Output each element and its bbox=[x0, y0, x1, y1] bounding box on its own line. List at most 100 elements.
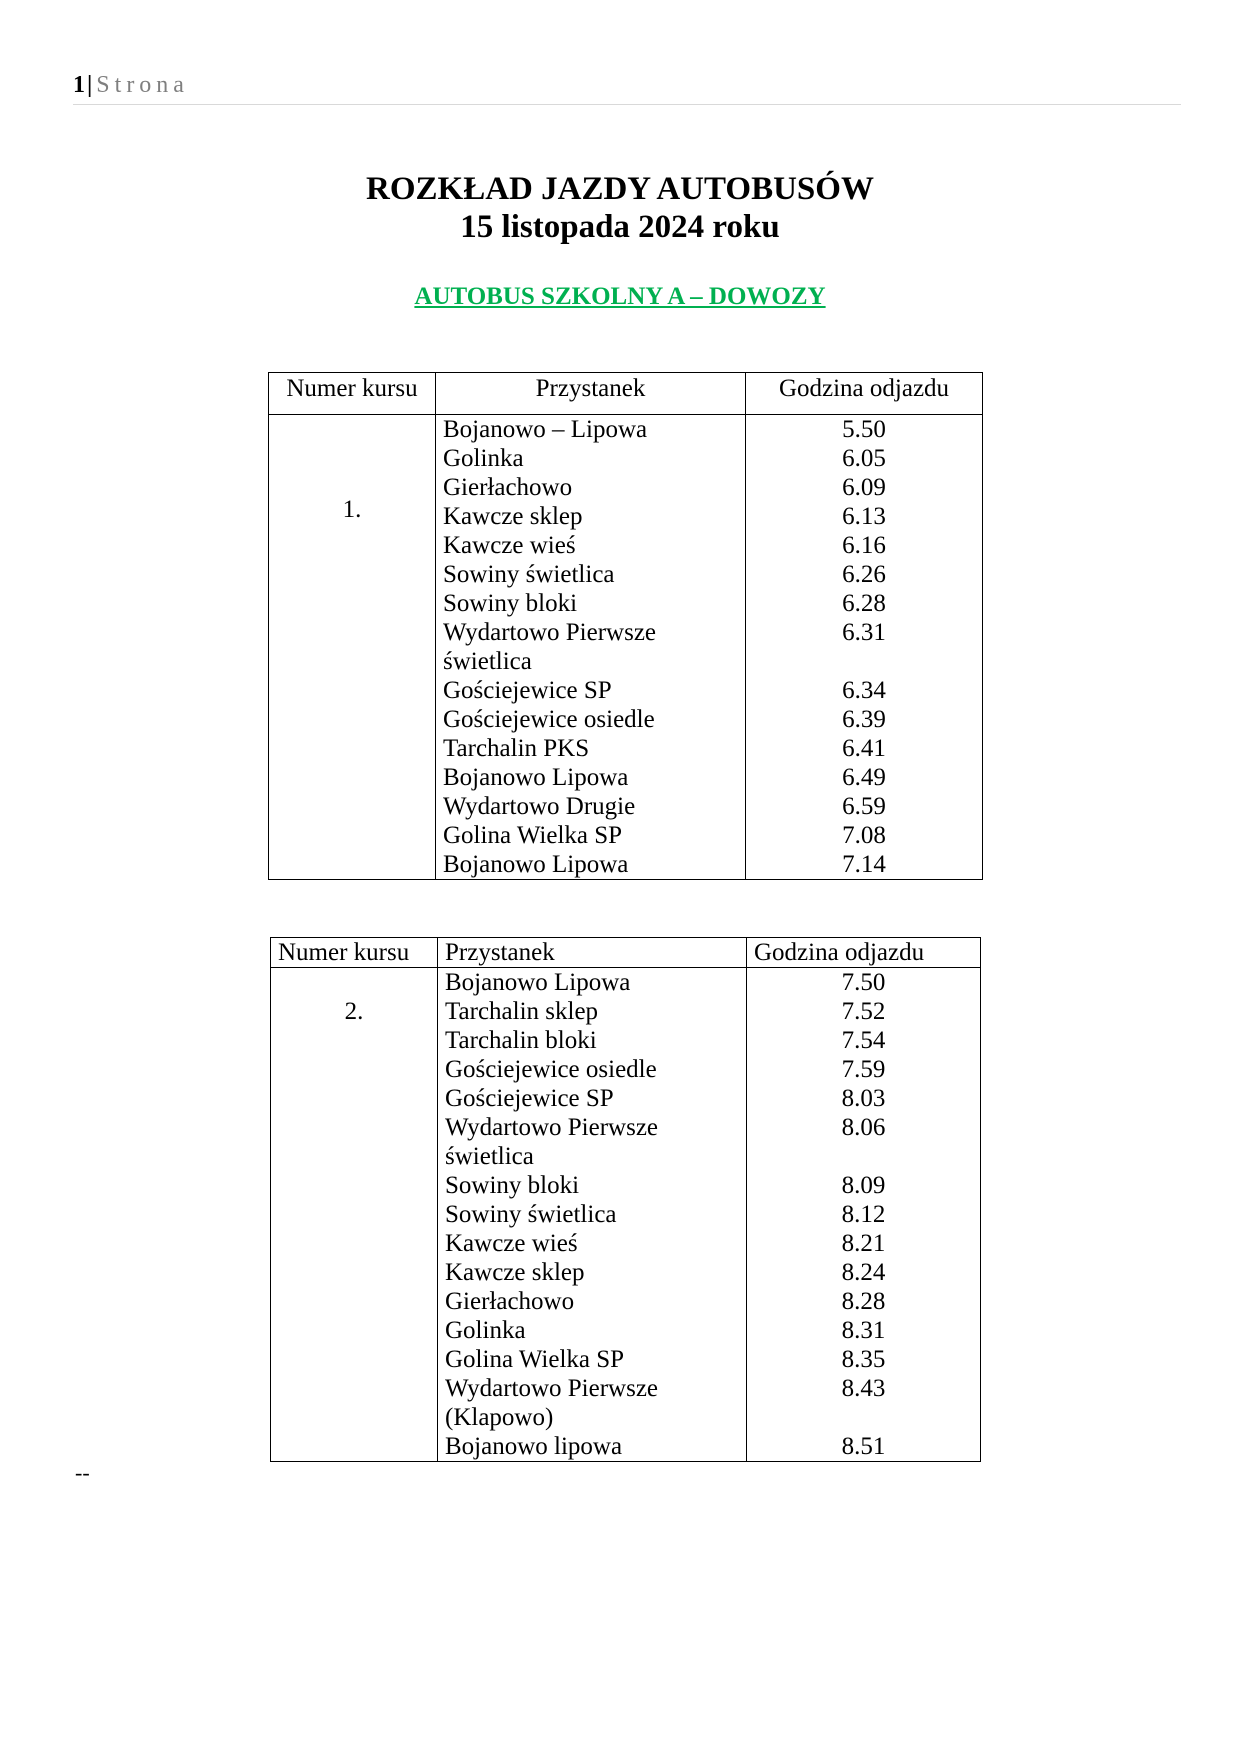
schedule-table-1: Numer kursu Przystanek Godzina odjazdu 1… bbox=[268, 372, 983, 880]
stop-name: Kawcze sklep bbox=[438, 1258, 747, 1287]
table-body: 1. Bojanowo – Lipowa 5.50 Golinka 6.05 Gierł… bbox=[269, 415, 982, 879]
departure-time: 7.59 bbox=[841, 1056, 886, 1083]
header-course: Numer kursu bbox=[271, 938, 438, 967]
table-row: Golina Wielka SP 8.35 bbox=[438, 1345, 980, 1374]
stop-name: Bojanowo Lipowa bbox=[438, 968, 747, 997]
departure-time: 8.06 bbox=[841, 1114, 886, 1141]
departure-time: 8.35 bbox=[841, 1346, 886, 1373]
stop-name: Gierłachowo bbox=[436, 473, 746, 502]
footer-mark: -- bbox=[75, 1460, 90, 1485]
stop-name: Sowiny bloki bbox=[436, 589, 746, 618]
header-rule bbox=[73, 104, 1181, 105]
stop-name: Tarchalin sklep bbox=[438, 997, 747, 1026]
stop-name: Wydartowo Pierwsze świetlica bbox=[438, 1113, 747, 1171]
stop-name: Wydartowo Pierwsze świetlica bbox=[436, 618, 746, 676]
departure-time: 6.13 bbox=[842, 503, 886, 530]
departure-time: 6.34 bbox=[842, 677, 886, 704]
departure-time: 6.59 bbox=[842, 793, 886, 820]
table-row: Wydartowo Pierwsze świetlica 6.31 bbox=[436, 618, 982, 676]
departure-time: 6.09 bbox=[842, 474, 886, 501]
table-row: Golinka 6.05 bbox=[436, 444, 982, 473]
departure-time: 8.03 bbox=[841, 1085, 886, 1112]
departure-time: 8.24 bbox=[841, 1259, 886, 1286]
stop-name: Sowiny bloki bbox=[438, 1171, 747, 1200]
departure-time: 7.14 bbox=[842, 851, 886, 878]
table-row: Gierłachowo 8.28 bbox=[438, 1287, 980, 1316]
table-row: Bojanowo Lipowa 7.50 bbox=[438, 968, 980, 997]
section-subtitle: AUTOBUS SZKOLNY A – DOWOZY bbox=[0, 283, 1240, 311]
stop-name: Sowiny świetlica bbox=[436, 560, 746, 589]
stop-name: Kawcze wieś bbox=[436, 531, 746, 560]
stop-name: Tarchalin bloki bbox=[438, 1026, 747, 1055]
departure-time: 7.54 bbox=[841, 1027, 886, 1054]
departure-time: 6.41 bbox=[842, 735, 886, 762]
table-row: Kawcze wieś 6.16 bbox=[436, 531, 982, 560]
schedule-table-2: Numer kursu Przystanek Godzina odjazdu 2… bbox=[270, 937, 981, 1462]
stop-name: Golinka bbox=[436, 444, 746, 473]
table-row: Sowiny świetlica 6.26 bbox=[436, 560, 982, 589]
departure-time: 5.50 bbox=[842, 416, 886, 443]
departure-time: 8.43 bbox=[841, 1375, 886, 1402]
stop-name: Gościejewice SP bbox=[438, 1084, 747, 1113]
departure-time: 8.31 bbox=[841, 1317, 886, 1344]
table-row: Bojanowo – Lipowa 5.50 bbox=[436, 415, 982, 444]
departure-time: 6.28 bbox=[842, 590, 886, 617]
table-row: Kawcze wieś 8.21 bbox=[438, 1229, 980, 1258]
departure-time: 6.26 bbox=[842, 561, 886, 588]
rows: Bojanowo Lipowa 7.50 Tarchalin sklep 7.52 Ta… bbox=[438, 968, 980, 1461]
stop-name: Bojanowo Lipowa bbox=[436, 850, 746, 879]
stop-name: Golina Wielka SP bbox=[438, 1345, 747, 1374]
table-row: Gościejewice SP 6.34 bbox=[436, 676, 982, 705]
table-row: Wydartowo Pierwsze świetlica 8.06 bbox=[438, 1113, 980, 1171]
departure-time: 7.50 bbox=[841, 969, 886, 996]
table-row: Bojanowo lipowa 8.51 bbox=[438, 1432, 980, 1461]
table-body: 2. Bojanowo Lipowa 7.50 Tarchalin sklep 7.5… bbox=[271, 968, 980, 1461]
departure-time: 8.09 bbox=[841, 1172, 886, 1199]
stop-name: Sowiny świetlica bbox=[438, 1200, 747, 1229]
stop-name: Golina Wielka SP bbox=[436, 821, 746, 850]
rows: Bojanowo – Lipowa 5.50 Golinka 6.05 Gierłach… bbox=[436, 415, 982, 879]
course-number: 1. bbox=[269, 415, 436, 879]
table-row: Kawcze sklep 6.13 bbox=[436, 502, 982, 531]
stop-name: Kawcze wieś bbox=[438, 1229, 747, 1258]
section-subtitle-text: AUTOBUS SZKOLNY A – DOWOZY bbox=[414, 283, 826, 310]
departure-time: 7.52 bbox=[841, 998, 886, 1025]
table-row: Bojanowo Lipowa 7.14 bbox=[436, 850, 982, 879]
document-date: 15 listopada 2024 roku bbox=[460, 209, 780, 245]
table-header: Numer kursu Przystanek Godzina odjazdu bbox=[271, 938, 980, 968]
departure-time: 6.16 bbox=[842, 532, 886, 559]
table-row: Tarchalin bloki 7.54 bbox=[438, 1026, 980, 1055]
stop-name: Wydartowo Drugie bbox=[436, 792, 746, 821]
table-row: Gierłachowo 6.09 bbox=[436, 473, 982, 502]
stop-name: Bojanowo – Lipowa bbox=[436, 415, 746, 444]
document-title: ROZKŁAD JAZDY AUTOBUSÓW bbox=[366, 171, 874, 207]
table-row: Gościejewice osiedle 7.59 bbox=[438, 1055, 980, 1084]
table-row: Gościejewice SP 8.03 bbox=[438, 1084, 980, 1113]
header-stop: Przystanek bbox=[436, 373, 746, 414]
table-row: Sowiny bloki 8.09 bbox=[438, 1171, 980, 1200]
stop-name: Bojanowo lipowa bbox=[438, 1432, 747, 1461]
header-stop: Przystanek bbox=[438, 938, 747, 967]
stop-name: Wydartowo Pierwsze (Klapowo) bbox=[438, 1374, 747, 1432]
stop-name: Gościejewice osiedle bbox=[438, 1055, 747, 1084]
table-row: Bojanowo Lipowa 6.49 bbox=[436, 763, 982, 792]
departure-time: 6.39 bbox=[842, 706, 886, 733]
departure-time: 6.31 bbox=[842, 619, 886, 646]
header-course: Numer kursu bbox=[269, 373, 436, 414]
table-row: Kawcze sklep 8.24 bbox=[438, 1258, 980, 1287]
table-row: Sowiny świetlica 8.12 bbox=[438, 1200, 980, 1229]
stop-name: Bojanowo Lipowa bbox=[436, 763, 746, 792]
table-row: Wydartowo Pierwsze (Klapowo) 8.43 bbox=[438, 1374, 980, 1432]
departure-time: 7.08 bbox=[842, 822, 886, 849]
table-row: Sowiny bloki 6.28 bbox=[436, 589, 982, 618]
table-header: Numer kursu Przystanek Godzina odjazdu bbox=[269, 373, 982, 415]
stop-name: Tarchalin PKS bbox=[436, 734, 746, 763]
header-separator: | bbox=[87, 72, 93, 98]
stop-name: Kawcze sklep bbox=[436, 502, 746, 531]
page-header: 1| Strona bbox=[73, 72, 189, 99]
page-number: 1 bbox=[73, 72, 85, 98]
departure-time: 8.12 bbox=[841, 1201, 886, 1228]
departure-time: 6.49 bbox=[842, 764, 886, 791]
table-row: Golinka 8.31 bbox=[438, 1316, 980, 1345]
stop-name: Gościejewice osiedle bbox=[436, 705, 746, 734]
